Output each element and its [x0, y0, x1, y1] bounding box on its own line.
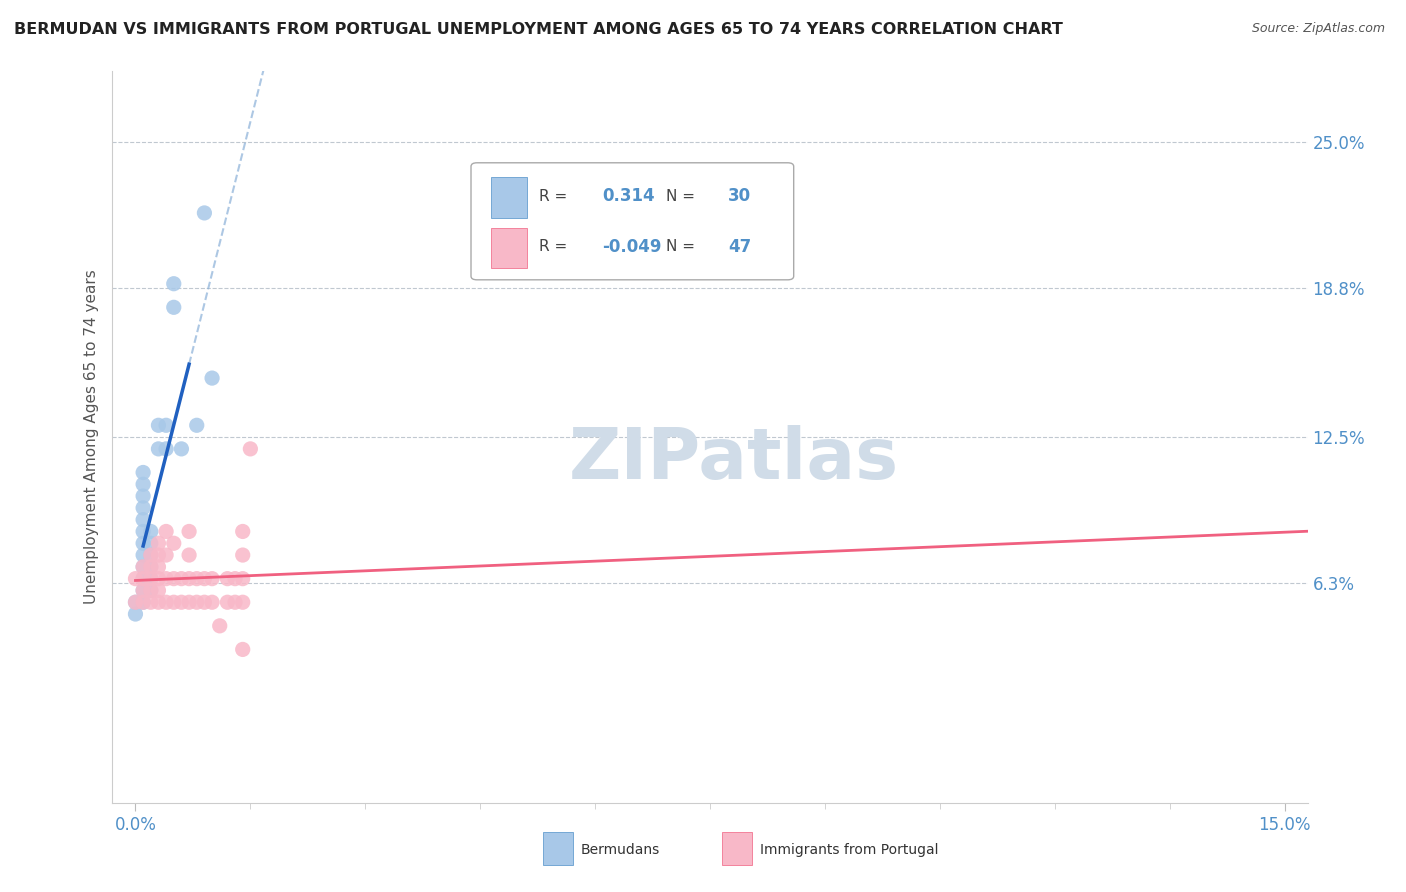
Point: [132, 466, 155, 480]
Point: [132, 559, 155, 574]
Point: [132, 477, 155, 491]
Point: [186, 572, 208, 586]
Point: [132, 524, 155, 539]
Point: [155, 442, 177, 456]
Point: [148, 536, 170, 550]
Point: [132, 595, 155, 609]
Point: [193, 206, 215, 220]
Point: [139, 559, 162, 574]
Bar: [723, 832, 752, 865]
Point: [224, 572, 246, 586]
Point: [232, 595, 254, 609]
Point: [155, 572, 177, 586]
Point: [163, 595, 186, 609]
Text: -0.049: -0.049: [603, 238, 662, 256]
Text: 0.314: 0.314: [603, 187, 655, 205]
Point: [132, 595, 155, 609]
Point: [177, 572, 200, 586]
Point: [148, 559, 170, 574]
Point: [163, 277, 186, 291]
Text: BERMUDAN VS IMMIGRANTS FROM PORTUGAL UNEMPLOYMENT AMONG AGES 65 TO 74 YEARS CORR: BERMUDAN VS IMMIGRANTS FROM PORTUGAL UNE…: [14, 22, 1063, 37]
Point: [155, 548, 177, 562]
Point: [132, 583, 155, 598]
Text: ZIPatlas: ZIPatlas: [569, 425, 898, 493]
Point: [139, 572, 162, 586]
Point: [170, 572, 193, 586]
Point: [124, 595, 146, 609]
FancyBboxPatch shape: [471, 163, 794, 280]
Point: [132, 536, 155, 550]
Point: [193, 572, 215, 586]
Point: [132, 548, 155, 562]
Point: [132, 572, 155, 586]
Point: [124, 607, 146, 621]
Point: [132, 572, 155, 586]
Point: [239, 442, 262, 456]
Text: R =: R =: [538, 189, 572, 204]
Point: [170, 595, 193, 609]
Point: [139, 595, 162, 609]
Point: [124, 572, 146, 586]
Point: [132, 513, 155, 527]
Point: [139, 548, 162, 562]
Point: [232, 572, 254, 586]
Point: [217, 595, 239, 609]
Point: [132, 583, 155, 598]
Point: [148, 572, 170, 586]
Bar: [491, 227, 527, 268]
Point: [193, 595, 215, 609]
Point: [163, 572, 186, 586]
Point: [139, 536, 162, 550]
Bar: [491, 178, 527, 218]
Point: [186, 595, 208, 609]
Point: [139, 572, 162, 586]
Point: [148, 418, 170, 433]
Point: [139, 524, 162, 539]
Text: Source: ZipAtlas.com: Source: ZipAtlas.com: [1251, 22, 1385, 36]
Point: [232, 642, 254, 657]
Point: [177, 524, 200, 539]
Point: [132, 500, 155, 515]
Point: [155, 595, 177, 609]
Text: R =: R =: [538, 239, 572, 254]
Text: 47: 47: [728, 238, 751, 256]
Point: [132, 559, 155, 574]
Bar: [543, 832, 572, 865]
Y-axis label: Unemployment Among Ages 65 to 74 years: Unemployment Among Ages 65 to 74 years: [83, 269, 98, 605]
Point: [177, 595, 200, 609]
Point: [148, 583, 170, 598]
Point: [224, 595, 246, 609]
Point: [139, 548, 162, 562]
Text: Immigrants from Portugal: Immigrants from Portugal: [761, 843, 939, 857]
Point: [201, 371, 224, 385]
Point: [155, 524, 177, 539]
Point: [148, 595, 170, 609]
Point: [217, 572, 239, 586]
Point: [177, 548, 200, 562]
Point: [208, 619, 231, 633]
Point: [148, 442, 170, 456]
Point: [139, 583, 162, 598]
Text: 30: 30: [728, 187, 751, 205]
Point: [132, 489, 155, 503]
Text: N =: N =: [666, 239, 700, 254]
Point: [139, 559, 162, 574]
Point: [170, 442, 193, 456]
Point: [124, 595, 146, 609]
Point: [163, 301, 186, 315]
Point: [186, 418, 208, 433]
Point: [201, 572, 224, 586]
Point: [148, 548, 170, 562]
Point: [201, 595, 224, 609]
Point: [139, 583, 162, 598]
Point: [232, 524, 254, 539]
Text: N =: N =: [666, 189, 700, 204]
Text: Bermudans: Bermudans: [581, 843, 661, 857]
Point: [155, 418, 177, 433]
Point: [163, 536, 186, 550]
Point: [232, 548, 254, 562]
